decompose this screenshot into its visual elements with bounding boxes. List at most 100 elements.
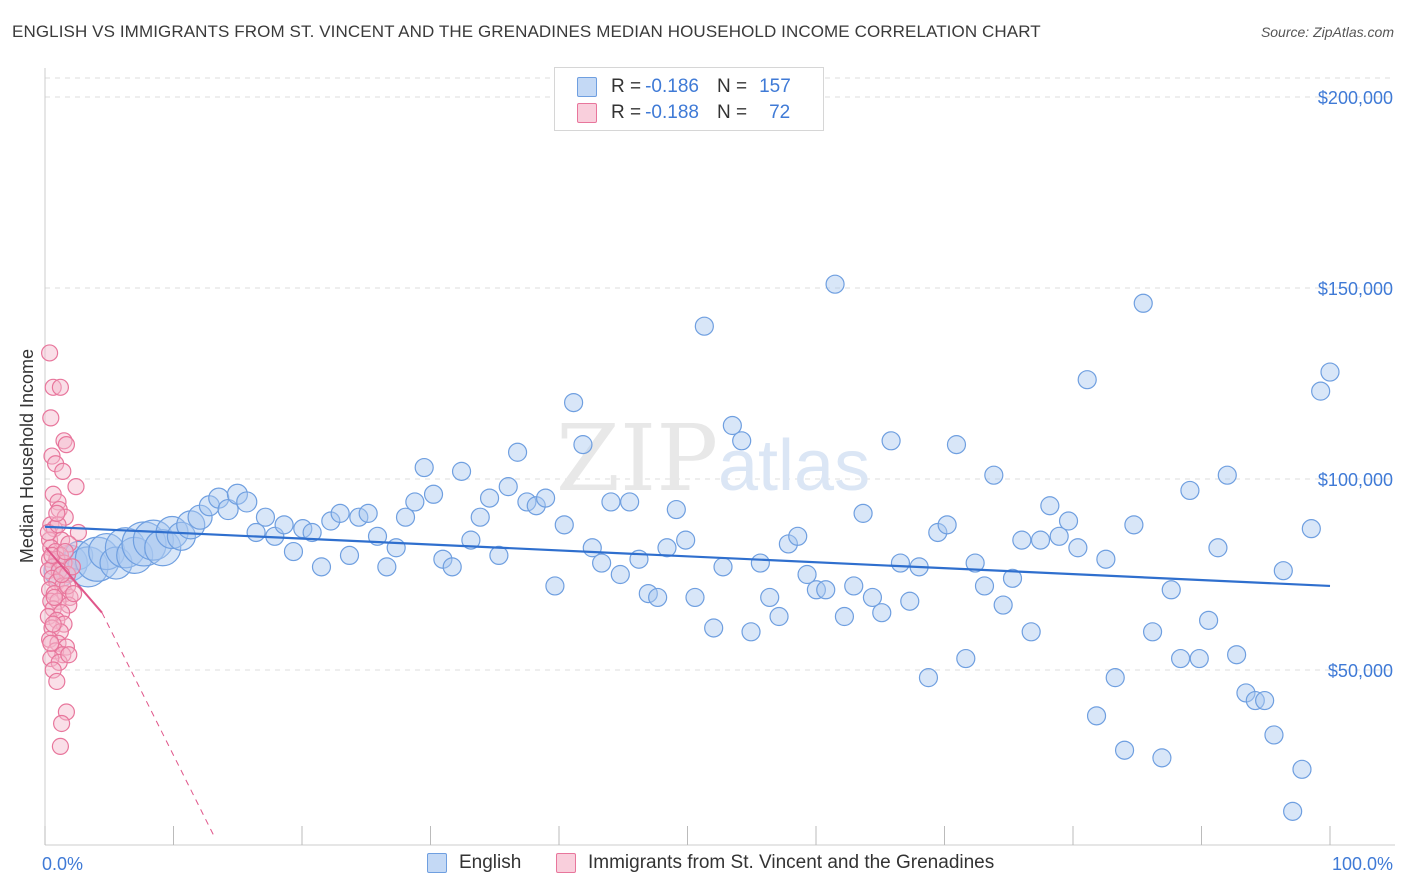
point-english-46 xyxy=(479,488,500,508)
point-english-69 xyxy=(694,316,714,336)
point-immigrants-2 xyxy=(51,378,70,396)
point-english-56 xyxy=(573,435,593,455)
point-english-131 xyxy=(1273,561,1293,581)
point-english-20 xyxy=(236,491,258,513)
point-english-38 xyxy=(405,492,425,512)
point-immigrants-5 xyxy=(57,436,76,454)
point-immigrants-55 xyxy=(48,672,66,691)
point-immigrants-1 xyxy=(44,378,62,396)
point-immigrants-58 xyxy=(51,737,70,756)
point-immigrants-9 xyxy=(67,478,85,496)
point-english-77 xyxy=(769,606,789,627)
point-english-110 xyxy=(1077,370,1097,390)
point-english-80 xyxy=(797,564,817,585)
point-english-109 xyxy=(1068,538,1088,558)
series-legend: English Immigrants from St. Vincent and … xyxy=(0,852,1406,878)
legend-item-immigrants[interactable]: Immigrants from St. Vincent and the Gren… xyxy=(556,852,994,874)
legend-item-english[interactable]: English xyxy=(427,852,521,874)
y-tick-label-3: $200,000 xyxy=(1318,88,1393,108)
point-immigrants-8 xyxy=(54,462,72,480)
y-tick-label-1: $100,000 xyxy=(1318,470,1393,490)
legend-swatch-immigrants xyxy=(556,853,576,873)
point-english-117 xyxy=(1142,622,1163,642)
point-english-99 xyxy=(974,576,995,596)
point-english-135 xyxy=(1311,381,1331,401)
point-english-108 xyxy=(1058,511,1079,531)
tick-labels: $50,000 $100,000 $150,000 $200,000 0.0% 100.0… xyxy=(42,88,1393,874)
point-english-70 xyxy=(704,618,724,638)
point-english-88 xyxy=(872,603,892,623)
legend-row-immigrants: R = -0.188 N = 72 xyxy=(577,100,794,126)
point-immigrants-59 xyxy=(45,588,64,607)
point-english-103 xyxy=(1012,530,1032,550)
point-english-47 xyxy=(489,545,509,566)
point-immigrants-69 xyxy=(44,615,62,633)
point-english-58 xyxy=(592,553,612,573)
point-english-40 xyxy=(423,484,444,504)
point-english-114 xyxy=(1114,740,1135,760)
point-english-39 xyxy=(414,457,434,478)
point-english-5 xyxy=(88,532,126,571)
trend-immigrants-extension xyxy=(101,612,216,839)
point-english-61 xyxy=(620,492,640,512)
point-english-115 xyxy=(1124,515,1144,535)
point-english-55 xyxy=(564,393,584,413)
legend-label-english: English xyxy=(459,852,522,873)
point-english-111 xyxy=(1086,706,1107,726)
point-english-24 xyxy=(274,515,294,535)
trend-english xyxy=(44,525,1331,588)
x-tick-label-min: 0.0% xyxy=(42,854,83,874)
point-english-71 xyxy=(713,557,733,577)
point-english-72 xyxy=(722,415,742,436)
point-english-33 xyxy=(358,503,378,523)
legend-n-value: 157 xyxy=(759,76,791,97)
point-english-37 xyxy=(395,507,416,527)
point-english-125 xyxy=(1217,465,1237,485)
point-english-105 xyxy=(1030,530,1051,550)
point-english-66 xyxy=(666,499,686,520)
point-english-97 xyxy=(956,648,976,669)
point-english-129 xyxy=(1255,690,1275,711)
point-immigrants-68 xyxy=(52,565,71,584)
legend-n-value: 72 xyxy=(769,102,791,123)
point-english-132 xyxy=(1283,801,1303,821)
point-english-48 xyxy=(498,477,518,497)
point-english-126 xyxy=(1227,645,1247,665)
x-tick-label-max: 100.0% xyxy=(1332,854,1393,874)
point-english-8 xyxy=(116,536,154,575)
point-immigrants-67 xyxy=(48,504,66,522)
point-english-130 xyxy=(1264,725,1284,745)
point-english-65 xyxy=(657,538,677,558)
point-english-50 xyxy=(517,492,537,512)
legend-swatch-immigrants xyxy=(577,103,597,123)
point-english-107 xyxy=(1049,526,1069,546)
point-immigrants-63 xyxy=(56,542,74,561)
point-immigrants-3 xyxy=(42,409,60,427)
point-english-31 xyxy=(339,545,360,566)
point-english-122 xyxy=(1189,648,1209,669)
legend-swatch-english xyxy=(577,77,597,97)
watermark: ZIP atlas xyxy=(556,405,870,512)
point-english-32 xyxy=(349,507,369,527)
grid-lines xyxy=(45,77,1395,671)
point-english-90 xyxy=(890,553,911,573)
point-english-124 xyxy=(1208,538,1228,558)
point-english-84 xyxy=(834,606,855,627)
point-english-104 xyxy=(1021,622,1041,642)
legend-r-label: R = xyxy=(611,102,642,123)
point-english-68 xyxy=(685,587,705,608)
point-english-49 xyxy=(507,442,528,462)
watermark-zip: ZIP xyxy=(556,405,718,512)
legend-n-label: N = xyxy=(716,76,748,97)
y-axis-label: Median Household Income xyxy=(17,349,37,563)
point-english-63 xyxy=(638,583,658,604)
point-english-102 xyxy=(1002,568,1023,588)
chart-title: ENGLISH VS IMMIGRANTS FROM ST. VINCENT A… xyxy=(12,22,1041,41)
point-english-54 xyxy=(554,515,574,535)
legend-n-label: N = xyxy=(716,102,748,123)
point-english-28 xyxy=(311,557,332,577)
point-english-76 xyxy=(760,587,780,608)
point-english-27 xyxy=(302,522,322,543)
point-english-73 xyxy=(732,431,752,451)
